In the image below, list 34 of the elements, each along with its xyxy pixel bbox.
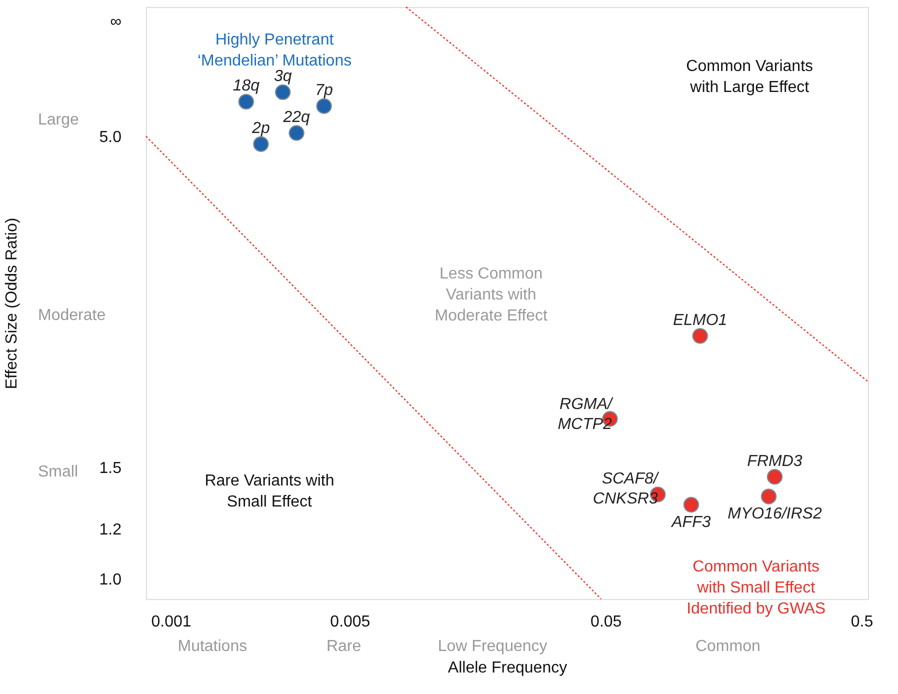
text: Moderate <box>38 306 106 324</box>
y-axis-title: Effect Size (Odds Ratio) <box>3 218 20 390</box>
y-tick-label: 5.0 <box>99 128 122 146</box>
text: Low Frequency <box>438 638 548 655</box>
text: Common <box>695 638 760 655</box>
annotation: 18q <box>232 78 260 95</box>
y-tick-label: ∞ <box>110 14 122 31</box>
text: Large <box>38 111 80 128</box>
x-tick-label: 0.005 <box>330 614 370 630</box>
annotation: MYO16/IRS2 <box>728 505 822 522</box>
annotation: ELMO1 <box>672 312 728 329</box>
annotation: 22q <box>282 109 310 126</box>
annotation: Highly Penetrant ‘Mendelian’ Mutations <box>197 32 352 70</box>
x-tick-label: 0.5 <box>850 614 874 630</box>
x-tick-label: 0.001 <box>151 614 192 630</box>
annotation: Rare Variants with Small Effect <box>204 472 334 511</box>
x-axis-title: Allele Frequency <box>448 660 568 676</box>
annotation: SCAF8/ CNKSR3 <box>592 470 660 508</box>
annotation: Common Variants with Large Effect <box>686 58 814 96</box>
annotation: 3q <box>274 68 292 86</box>
annotation: Common Variants with Small Effect Identified by GWAS <box>686 558 826 618</box>
text: Small <box>38 464 78 481</box>
annotation: AFF3 <box>670 514 711 531</box>
annotation: 2p <box>251 120 270 138</box>
annotation: 7p <box>315 82 334 100</box>
annotation: Less Common Variants with Moderate Effect <box>434 265 548 324</box>
y-tick-label: 1.5 <box>99 460 122 477</box>
annotation: FRMD3 <box>747 452 802 470</box>
y-tick-label: 1.0 <box>99 572 122 589</box>
y-tick-label: 1.2 <box>99 521 122 538</box>
x-tick-label: 0.05 <box>590 614 622 630</box>
text: Rare <box>326 638 362 655</box>
annotation: RGMA/ MCTP2 <box>558 396 614 433</box>
text: Mutations <box>178 638 248 655</box>
